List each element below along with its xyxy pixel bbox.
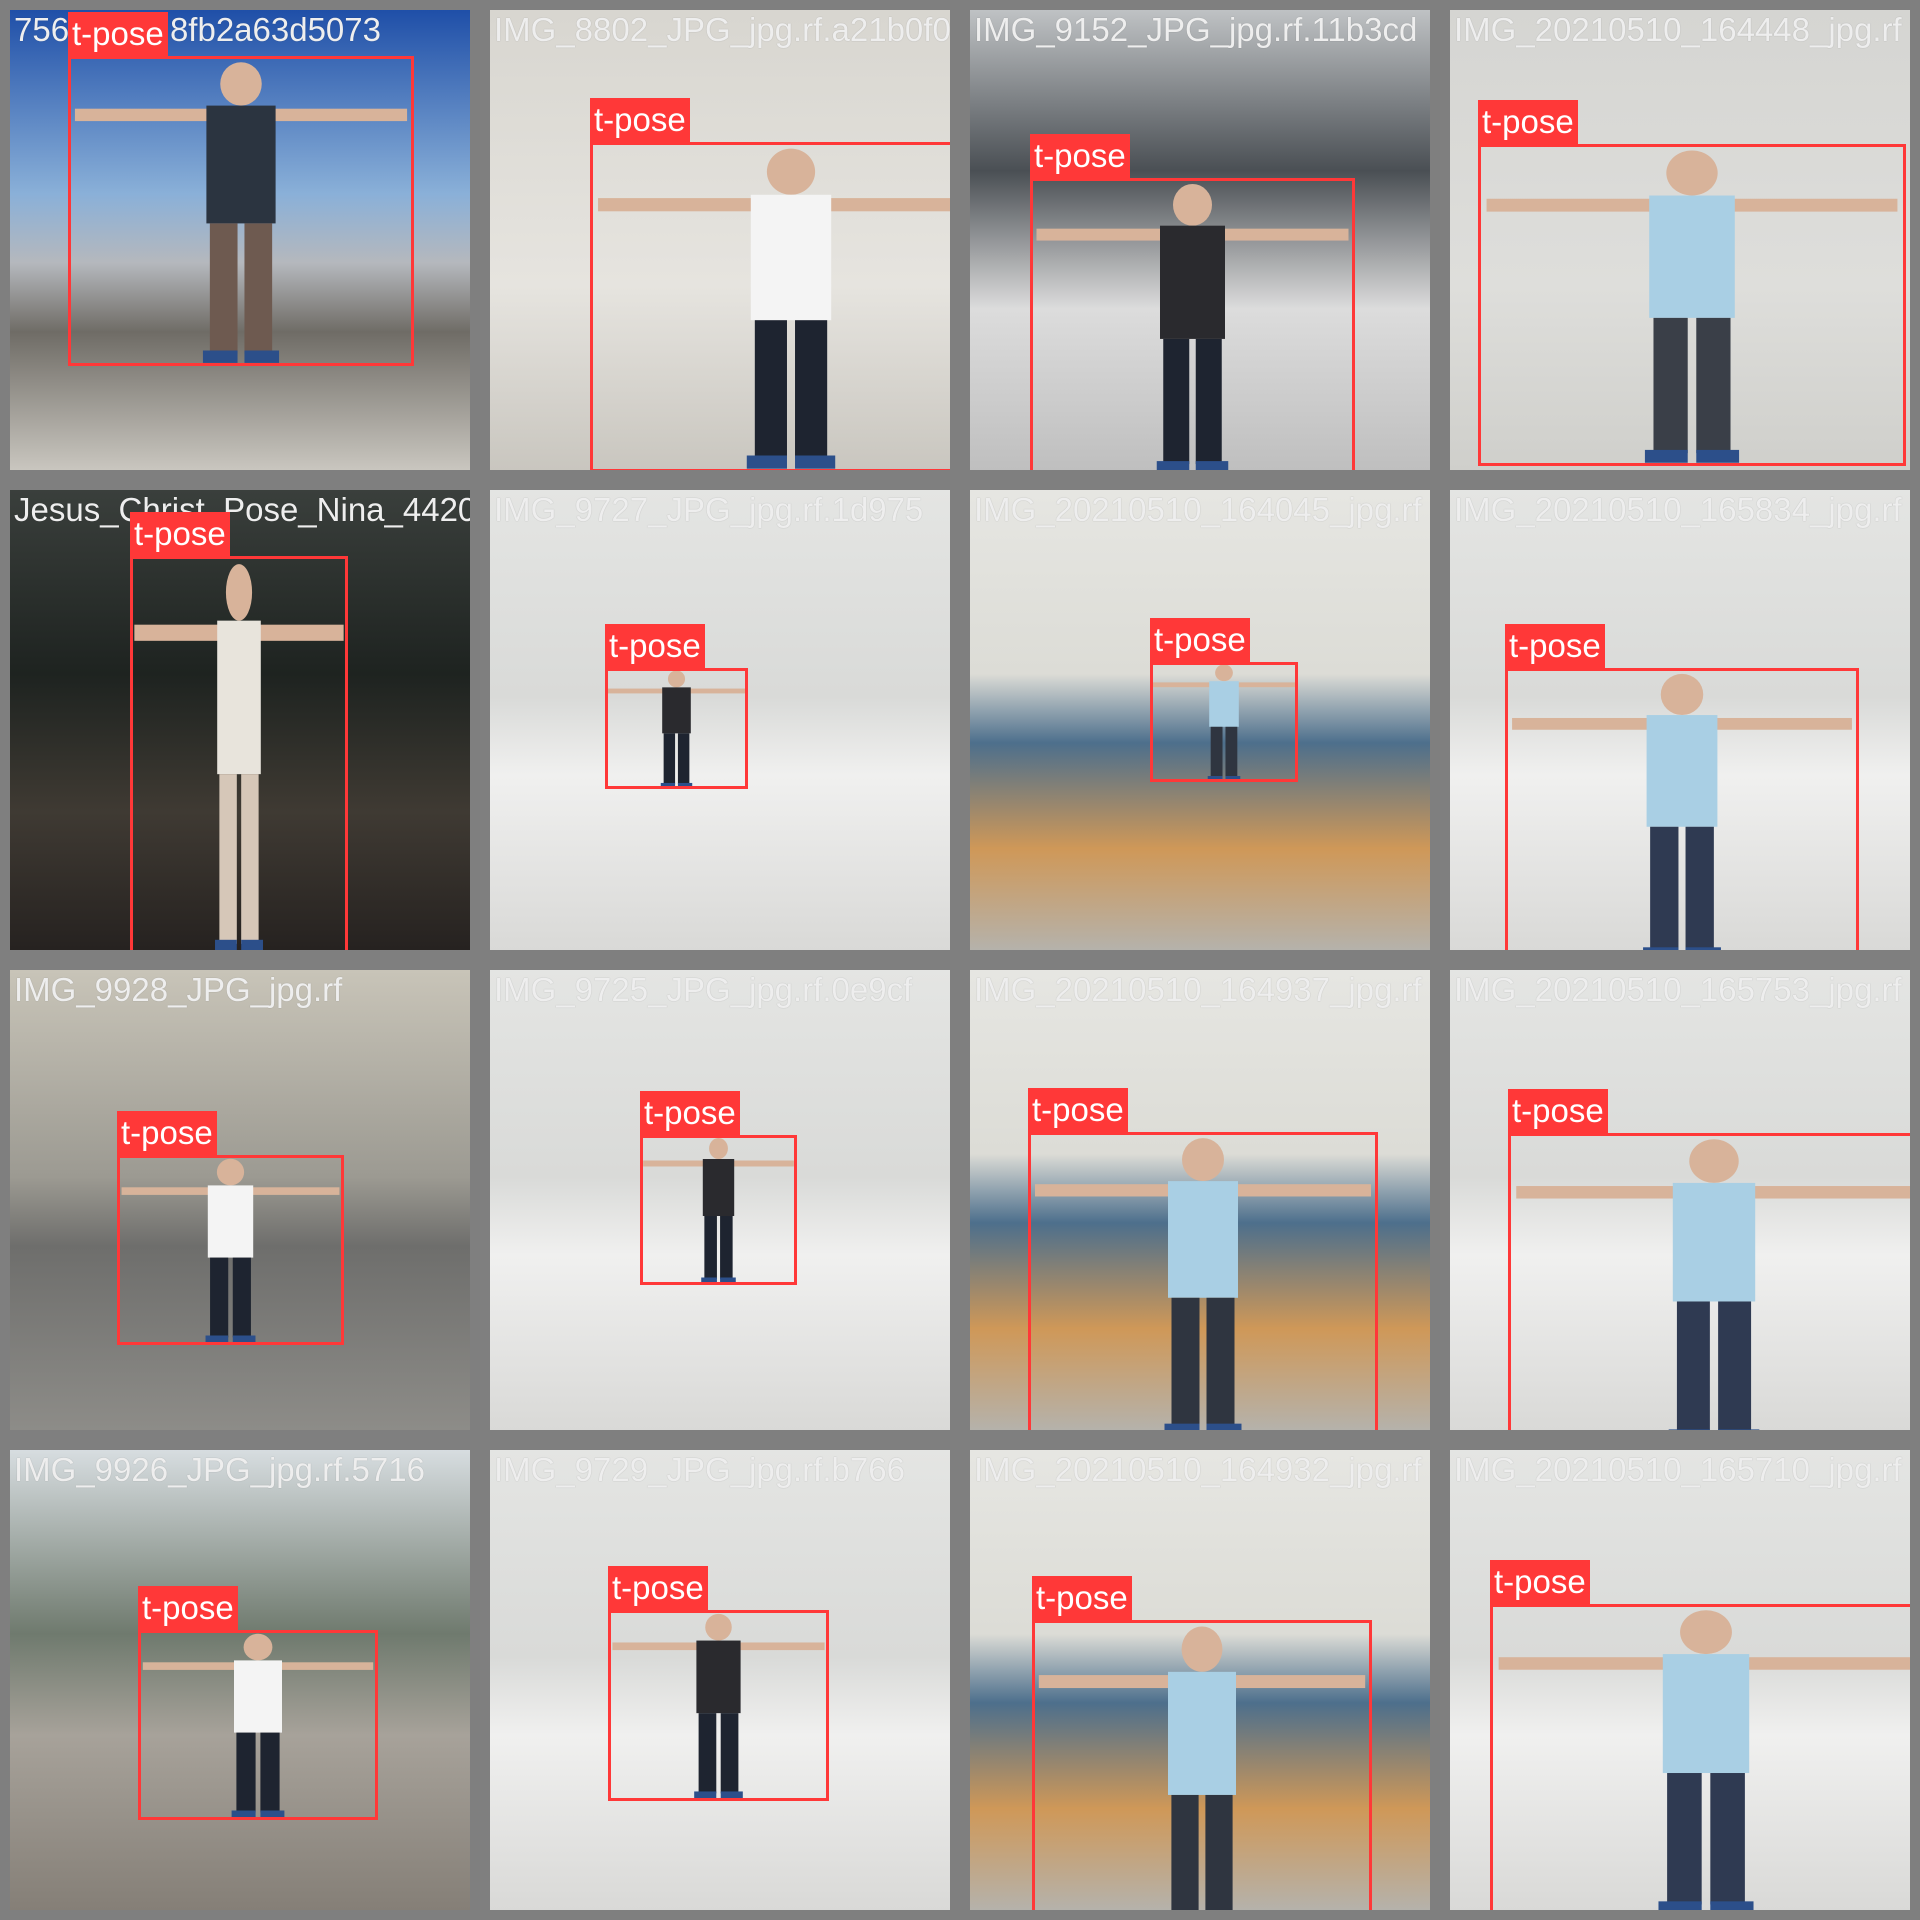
detection-class-label: t-pose <box>1478 100 1578 144</box>
detection-class-label: t-pose <box>68 12 168 56</box>
detection-bounding-box <box>1508 1133 1910 1430</box>
detection-class-label: t-pose <box>640 1091 740 1135</box>
person-figure <box>1516 1139 1910 1430</box>
person-figure <box>1036 183 1349 470</box>
detection-bounding-box <box>608 1610 829 1801</box>
image-tile: IMG_9729_JPG_jpg.rf.b766 t-pose <box>490 1450 950 1910</box>
image-tile: IMG_20210510_165710_jpg.rf t-pose <box>1450 1450 1910 1910</box>
photo-background <box>970 490 1430 950</box>
image-tile: IMG_8802_JPG_jpg.rf.a21b0f0c79ft-pose <box>490 10 950 470</box>
detection-class-label: t-pose <box>605 624 705 668</box>
detection-class-label: t-pose <box>130 512 230 556</box>
person-figure <box>598 148 950 469</box>
image-tile: IMG_9725_JPG_jpg.rf.0e9cf t-pose <box>490 970 950 1430</box>
detection-bounding-box <box>1030 178 1355 470</box>
image-tile: 756_jpg.rf.8fb2a63d5073 t-pose <box>10 10 470 470</box>
detection-bounding-box <box>1150 662 1298 782</box>
person-figure <box>1152 664 1296 781</box>
detection-bounding-box <box>117 1155 344 1345</box>
detection-bounding-box <box>1505 668 1859 950</box>
image-tile: IMG_9926_JPG_jpg.rf.5716 t-pose <box>10 1450 470 1910</box>
detection-bounding-box <box>130 556 348 950</box>
detection-bounding-box <box>605 668 748 789</box>
image-tile: IMG_20210510_164937_jpg.rf t-pose <box>970 970 1430 1430</box>
image-tile: IMG_20210510_165753_jpg.rf t-pose <box>1450 970 1910 1430</box>
detection-class-label: t-pose <box>1490 1560 1590 1604</box>
image-tile: IMG_9152_JPG_jpg.rf.11b3cd t-pose <box>970 10 1430 470</box>
detection-bounding-box <box>1490 1604 1910 1910</box>
image-tile: IMG_20210510_164045_jpg.rf t-pose <box>970 490 1430 950</box>
detection-bounding-box <box>590 142 950 470</box>
person-figure <box>74 62 408 363</box>
image-tile: IMG_20210510_164448_jpg.rf t-pose <box>1450 10 1910 470</box>
person-figure <box>607 670 746 788</box>
detection-bounding-box <box>68 56 414 366</box>
detection-class-label: t-pose <box>1505 624 1605 668</box>
detection-class-label: t-pose <box>117 1111 217 1155</box>
image-tile: Jesus_Christ_Pose_Nina_4420609727_jpg.rf… <box>10 490 470 950</box>
person-figure <box>134 564 344 950</box>
detection-class-label: t-pose <box>608 1566 708 1610</box>
detection-bounding-box <box>640 1135 797 1285</box>
person-figure <box>612 1613 825 1800</box>
image-tile: IMG_20210510_164932_jpg.rf t-pose <box>970 1450 1430 1910</box>
image-tile: IMG_9727_JPG_jpg.rf.1d975 t-pose <box>490 490 950 950</box>
person-figure <box>1035 1138 1371 1430</box>
detection-class-label: t-pose <box>138 1586 238 1630</box>
detection-bounding-box <box>138 1630 378 1820</box>
detection-bounding-box <box>1028 1132 1378 1430</box>
person-figure <box>1038 1626 1366 1910</box>
detection-class-label: t-pose <box>590 98 690 142</box>
person-figure <box>1486 150 1898 463</box>
detection-bounding-box <box>1032 1620 1372 1910</box>
photo-background <box>490 10 950 470</box>
detection-class-label: t-pose <box>1028 1088 1128 1132</box>
person-figure <box>1512 673 1852 950</box>
detection-class-label: t-pose <box>1508 1089 1608 1133</box>
image-tile: IMG_20210510_165834_jpg.rf t-pose <box>1450 490 1910 950</box>
detection-class-label: t-pose <box>1032 1576 1132 1620</box>
photo-background <box>490 490 950 950</box>
detection-class-label: t-pose <box>1030 134 1130 178</box>
person-figure <box>643 1138 794 1284</box>
person-figure <box>121 1158 340 1344</box>
detection-bounding-box <box>1478 144 1906 466</box>
person-figure <box>1498 1610 1910 1910</box>
image-tile: IMG_9928_JPG_jpg.rf t-pose <box>10 970 470 1430</box>
person-figure <box>142 1633 374 1819</box>
detection-class-label: t-pose <box>1150 618 1250 662</box>
